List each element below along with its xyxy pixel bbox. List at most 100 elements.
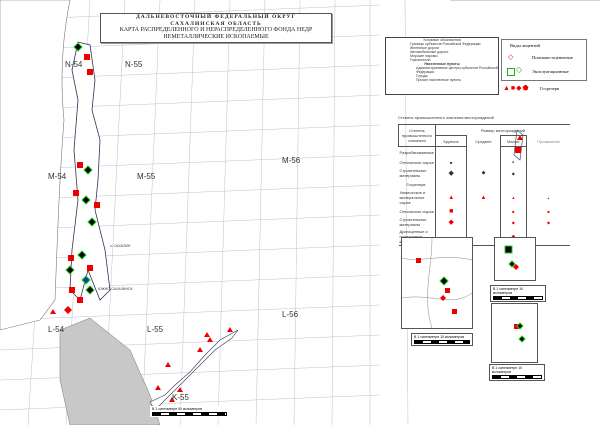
deposit-triangle-icon[interactable] xyxy=(227,327,233,332)
sheet-label: M-55 xyxy=(137,172,156,181)
deposit-triangle-icon[interactable] xyxy=(50,309,56,314)
license-legend: Виды лицензий ◇ Поисково-оценочные ◇ Экс… xyxy=(501,39,587,81)
deposit-diamond-icon[interactable] xyxy=(77,250,87,260)
meridian-line xyxy=(331,0,336,425)
license-reserve: Госрезерв xyxy=(540,86,560,91)
col-header: Крупное xyxy=(434,135,467,147)
deposit-diamond-icon[interactable] xyxy=(65,265,75,275)
parallel-line xyxy=(0,154,381,171)
legend-item: Города xyxy=(416,74,428,78)
deposit-markers xyxy=(50,42,523,402)
row-label: Разрабатываемые xyxy=(399,149,434,155)
meridian-line xyxy=(255,0,266,425)
deposit-diamond-icon[interactable] xyxy=(85,285,95,295)
triangle-icon: ▲ xyxy=(526,189,570,206)
deposit-square-icon[interactable] xyxy=(87,265,93,271)
row-label: Оптическое сырье xyxy=(399,208,434,214)
deposit-diamond-icon[interactable] xyxy=(81,195,91,205)
deposit-square-icon[interactable] xyxy=(69,287,75,293)
license-title: Виды лицензий xyxy=(510,43,540,48)
diamond-icon: ◆ xyxy=(434,216,467,228)
legend-item: Морские паромы xyxy=(410,54,438,58)
parallel-line xyxy=(0,64,381,81)
sheet-label: L-54 xyxy=(48,325,65,334)
sheet-label: L-56 xyxy=(282,310,299,319)
sheet-label: N-55 xyxy=(125,60,143,69)
legend-item: Горизонтали xyxy=(410,58,431,62)
square-icon: ■ xyxy=(434,157,467,167)
diamond-icon: ◆ xyxy=(466,167,501,179)
title-map: КАРТА РАСПРЕДЕЛЕННОГО И НЕРАСПРЕДЕЛЕННОГ… xyxy=(119,27,313,33)
place-label: з. САХАЛИН xyxy=(110,244,131,248)
col-header: Среднее xyxy=(466,135,501,147)
parallel-line xyxy=(0,94,381,111)
parallel-line xyxy=(0,334,381,351)
inset-scale: В 1 сантиметре 10 километров xyxy=(411,333,473,346)
meridian-line xyxy=(293,0,301,425)
legend-settlements-title: Населенные пункты xyxy=(424,62,460,66)
sheet-label: M-56 xyxy=(282,156,301,165)
legend: Условные обозначения Границы субъектов Р… xyxy=(385,37,499,95)
deposit-triangle-icon[interactable] xyxy=(165,362,171,367)
deposit-diamond-icon[interactable] xyxy=(64,306,72,314)
diamond-outline-icon: ◇ xyxy=(508,53,514,61)
parallel-line xyxy=(0,394,381,411)
col-header: Проявление xyxy=(526,135,570,147)
title-subject: НЕМЕТАЛЛИЧЕСКИЕ ИСКОПАЕМЫЕ xyxy=(163,33,269,40)
scale-label: В 1 сантиметре 10 километров xyxy=(414,335,465,339)
hokkaido xyxy=(59,317,161,425)
deposit-triangle-icon[interactable] xyxy=(197,347,203,352)
scale-label: В 1 сантиметре 10 километров xyxy=(492,366,523,374)
meridian-line xyxy=(179,0,196,425)
deposit-square-icon[interactable] xyxy=(94,202,100,208)
deposit-triangle-icon[interactable] xyxy=(207,337,213,342)
square-icon: ■ xyxy=(526,206,570,216)
deposit-diamond-icon[interactable] xyxy=(81,275,91,285)
diamond-icon: ◆ xyxy=(434,167,467,179)
row-label: Строительные материалы xyxy=(399,217,427,227)
square-icon: ■ xyxy=(434,206,467,216)
sheet-label: M-54 xyxy=(48,172,67,181)
deposit-square-icon[interactable] xyxy=(68,255,74,261)
diamond-outline-icon: ◇ xyxy=(516,65,523,74)
row-label: Оптическое сырье xyxy=(399,159,434,165)
col-header: Малое xyxy=(499,135,527,147)
legend-item: Границы субъектов Российской Федерации xyxy=(410,42,481,46)
col-header: Степень промышленного освоения xyxy=(398,124,436,147)
title-district: ДАЛЬНЕВОСТОЧНЫЙ ФЕДЕРАЛЬНЫЙ ОКРУГ xyxy=(135,14,297,20)
deposit-diamond-icon[interactable] xyxy=(73,42,83,52)
deposit-triangle-icon[interactable] xyxy=(204,332,210,337)
legend-item: Административные центры субъектов Россий… xyxy=(416,66,498,74)
deposit-square-icon[interactable] xyxy=(77,162,83,168)
parallel-line xyxy=(0,244,381,261)
deposit-diamond-icon[interactable] xyxy=(87,217,97,227)
inset-map-b[interactable] xyxy=(494,237,536,281)
deposit-square-icon[interactable] xyxy=(84,54,90,60)
deposit-square-icon[interactable] xyxy=(77,297,83,303)
meridian-line xyxy=(141,0,161,425)
deposit-diamond-icon[interactable] xyxy=(83,165,93,175)
inset-map-a[interactable] xyxy=(401,237,473,329)
deposit-square-icon[interactable] xyxy=(87,69,93,75)
row-label: Госрезерв xyxy=(406,181,426,187)
triangle-icon: ▲ xyxy=(499,189,527,206)
deposit-triangle-icon[interactable] xyxy=(177,387,183,392)
deposit-triangle-icon[interactable] xyxy=(169,397,175,402)
row-label: Химическое и минеральное сырье xyxy=(399,190,426,205)
deposit-square-icon[interactable] xyxy=(73,190,79,196)
place-label: ЮЖНО-САХАЛИНСК xyxy=(98,287,133,291)
diamond-icon: ◆ xyxy=(499,216,527,228)
legend-item: Прочие населенные пункты xyxy=(416,78,462,82)
kuril-islands xyxy=(149,329,239,411)
scale-label: В 1 сантиметре 10 километров xyxy=(493,287,524,295)
parallel-line xyxy=(0,124,381,141)
inset-map-c[interactable] xyxy=(491,303,538,363)
parallel-line xyxy=(0,304,381,321)
legend-title: Условные обозначения xyxy=(423,38,461,42)
sheet-label: L-55 xyxy=(147,325,164,334)
deposit-triangle-icon[interactable] xyxy=(155,385,161,390)
scale-label: В 1 сантиметре 50 километров xyxy=(152,407,203,411)
col-header: Размер месторождений xyxy=(480,127,526,133)
main-scale: В 1 сантиметре 50 километров xyxy=(150,406,229,417)
